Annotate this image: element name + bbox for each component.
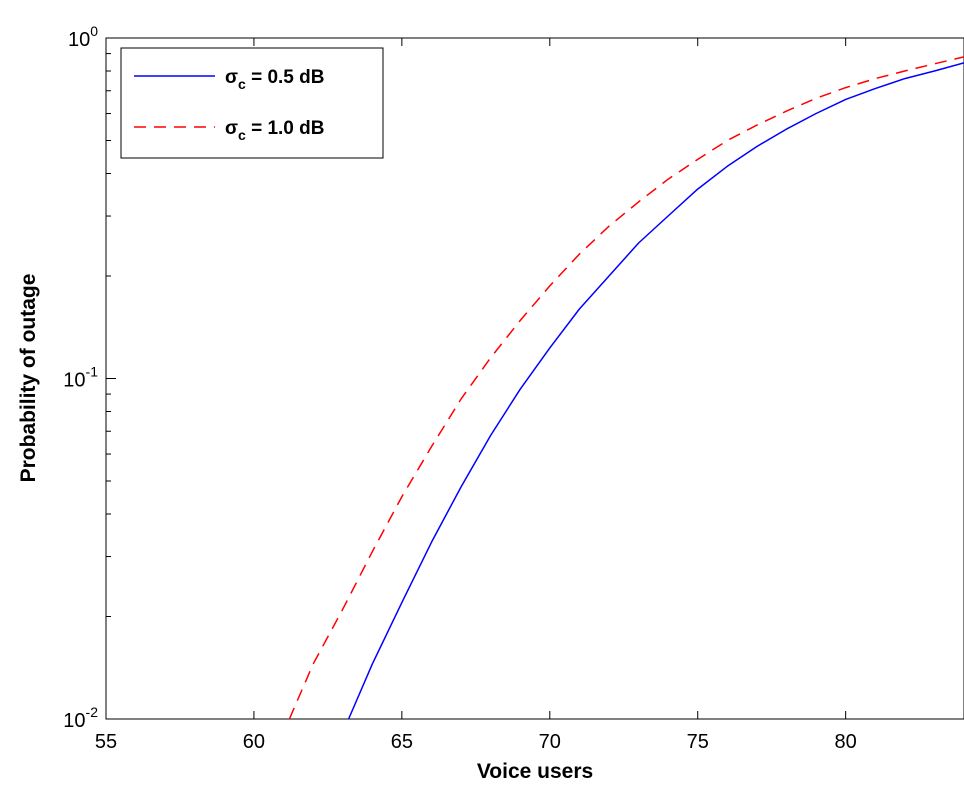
- legend-subscript: c: [238, 76, 246, 92]
- x-axis-label: Voice users: [477, 760, 593, 783]
- series-line-0: [347, 62, 964, 720]
- legend-box: [120, 47, 384, 159]
- axis-ticks: 55 60 65 70 75 80 10-2 10-1 100: [63, 23, 856, 753]
- x-tick-label: 60: [243, 731, 265, 753]
- legend-entry-sigma-1-0: σc = 1.0 dB: [225, 118, 324, 143]
- legend-rest: = 1.0 dB: [246, 118, 325, 139]
- x-tick-label: 55: [95, 731, 117, 753]
- legend-rest: = 0.5 dB: [246, 67, 325, 88]
- y-tick-label: 100: [68, 23, 98, 51]
- legend-symbol: σ: [225, 67, 238, 88]
- legend-subscript: c: [238, 127, 246, 143]
- legend-symbol: σ: [225, 118, 238, 139]
- x-tick-label: 65: [391, 731, 413, 753]
- y-tick-label: 10-1: [63, 364, 98, 392]
- legend: σc = 0.5 dB σc = 1.0 dB: [120, 47, 384, 159]
- series-line-1: [288, 56, 964, 720]
- series-layer: [288, 56, 964, 720]
- legend-entry-sigma-0-5: σc = 0.5 dB: [225, 67, 324, 92]
- x-tick-label: 70: [539, 731, 561, 753]
- y-tick-label: 10-2: [63, 704, 98, 732]
- x-tick-label: 80: [835, 731, 857, 753]
- y-axis-label: Probability of outage: [17, 274, 40, 483]
- x-tick-label: 75: [687, 731, 709, 753]
